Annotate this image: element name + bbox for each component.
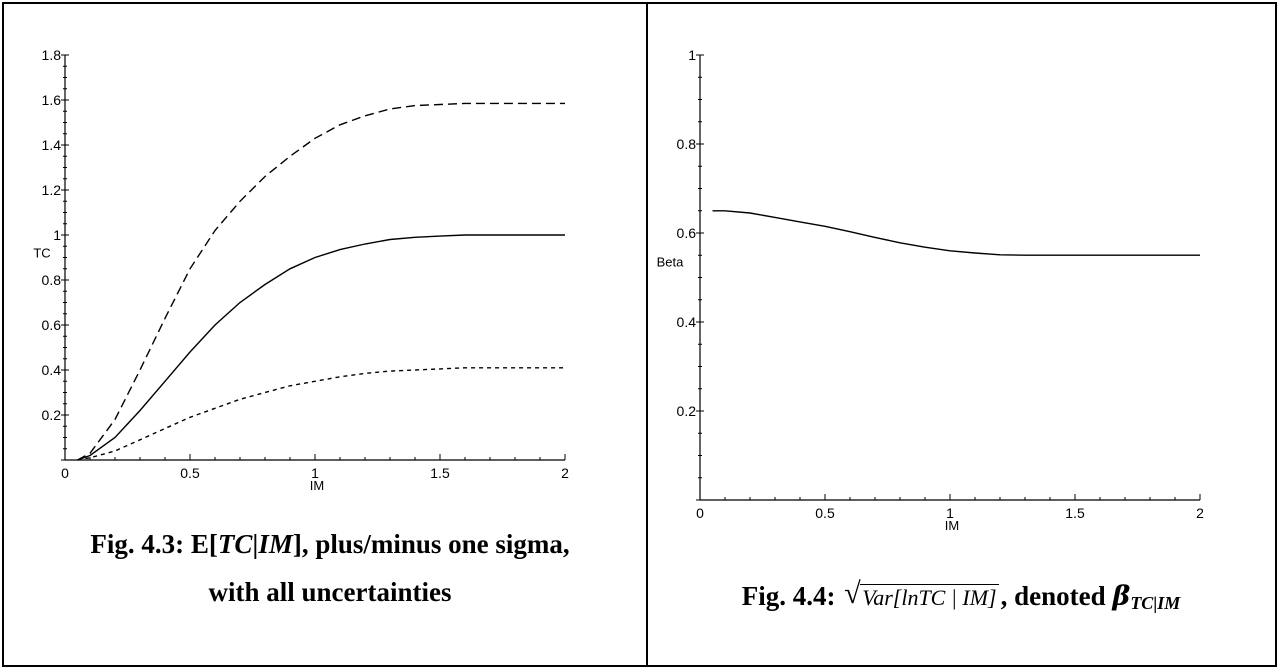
caption-number: Fig. 4.4: <box>741 581 836 611</box>
caption-fig-4-3: Fig. 4.3: E[TC|IM], plus/minus one sigma… <box>40 520 620 616</box>
tc-chart: 0 0.5 1 1.5 2 0.2 0.4 0.6 0.8 1 1.2 1.4 1.6 1.8 IM TC <box>33 47 569 493</box>
x-tick-label: 0.5 <box>815 505 835 521</box>
y-tick-label: 1.4 <box>42 137 62 153</box>
sqrt-expression: √ Var[lnTC | IM] <box>844 574 999 622</box>
caption-mid: , denoted <box>1000 581 1106 611</box>
beta-symbol: β <box>1112 581 1131 612</box>
y-axis-label: Beta <box>657 254 685 269</box>
x-tick-label: 1.5 <box>430 465 450 481</box>
y-tick-label: 0.8 <box>677 136 697 152</box>
x-tick-label: 1.5 <box>1065 505 1085 521</box>
y-tick-label: 0.4 <box>42 362 62 378</box>
x-tick-label: 0 <box>61 465 69 481</box>
x-axis-label: IM <box>945 518 959 533</box>
x-tick-label: 1 <box>311 465 319 481</box>
y-tick-label: 1.8 <box>42 47 62 63</box>
x-tick-label: 0.5 <box>180 465 200 481</box>
y-tick-label: 0.6 <box>677 225 697 241</box>
beta-subscript: TC|IM <box>1130 593 1181 613</box>
y-tick-label: 0.6 <box>42 317 62 333</box>
x-axis-label: IM <box>310 478 324 493</box>
x-tick-label: 2 <box>1196 505 1204 521</box>
y-tick-label: 0.2 <box>677 403 697 419</box>
y-tick-label: 1.6 <box>42 92 62 108</box>
caption-text: E[TC|IM], plus/minus one sigma, <box>190 529 570 559</box>
y-tick-label: 1 <box>53 227 61 243</box>
x-tick-label: 2 <box>561 465 569 481</box>
caption-fig-4-4: Fig. 4.4: √ Var[lnTC | IM] , denoted βTC… <box>650 572 1272 627</box>
sqrt-icon: √ <box>844 577 861 610</box>
y-tick-label: 1 <box>688 47 696 63</box>
y-tick-label: 0.4 <box>677 314 697 330</box>
x-tick-label: 1 <box>946 505 954 521</box>
panel-divider <box>646 2 648 667</box>
y-tick-label: 1.2 <box>42 182 62 198</box>
caption-number: Fig. 4.3: <box>90 529 185 559</box>
series-line-solid <box>77 234 565 461</box>
x-tick-label: 0 <box>696 505 704 521</box>
y-axis-label: TC <box>33 246 50 261</box>
series-line-dashed <box>77 102 565 461</box>
y-tick-label: 0.8 <box>42 272 62 288</box>
y-tick-label: 0.2 <box>42 407 62 423</box>
caption-line-2: with all uncertainties <box>208 577 452 607</box>
series-line-dotted <box>77 367 565 461</box>
series-line-solid <box>712 210 1200 256</box>
